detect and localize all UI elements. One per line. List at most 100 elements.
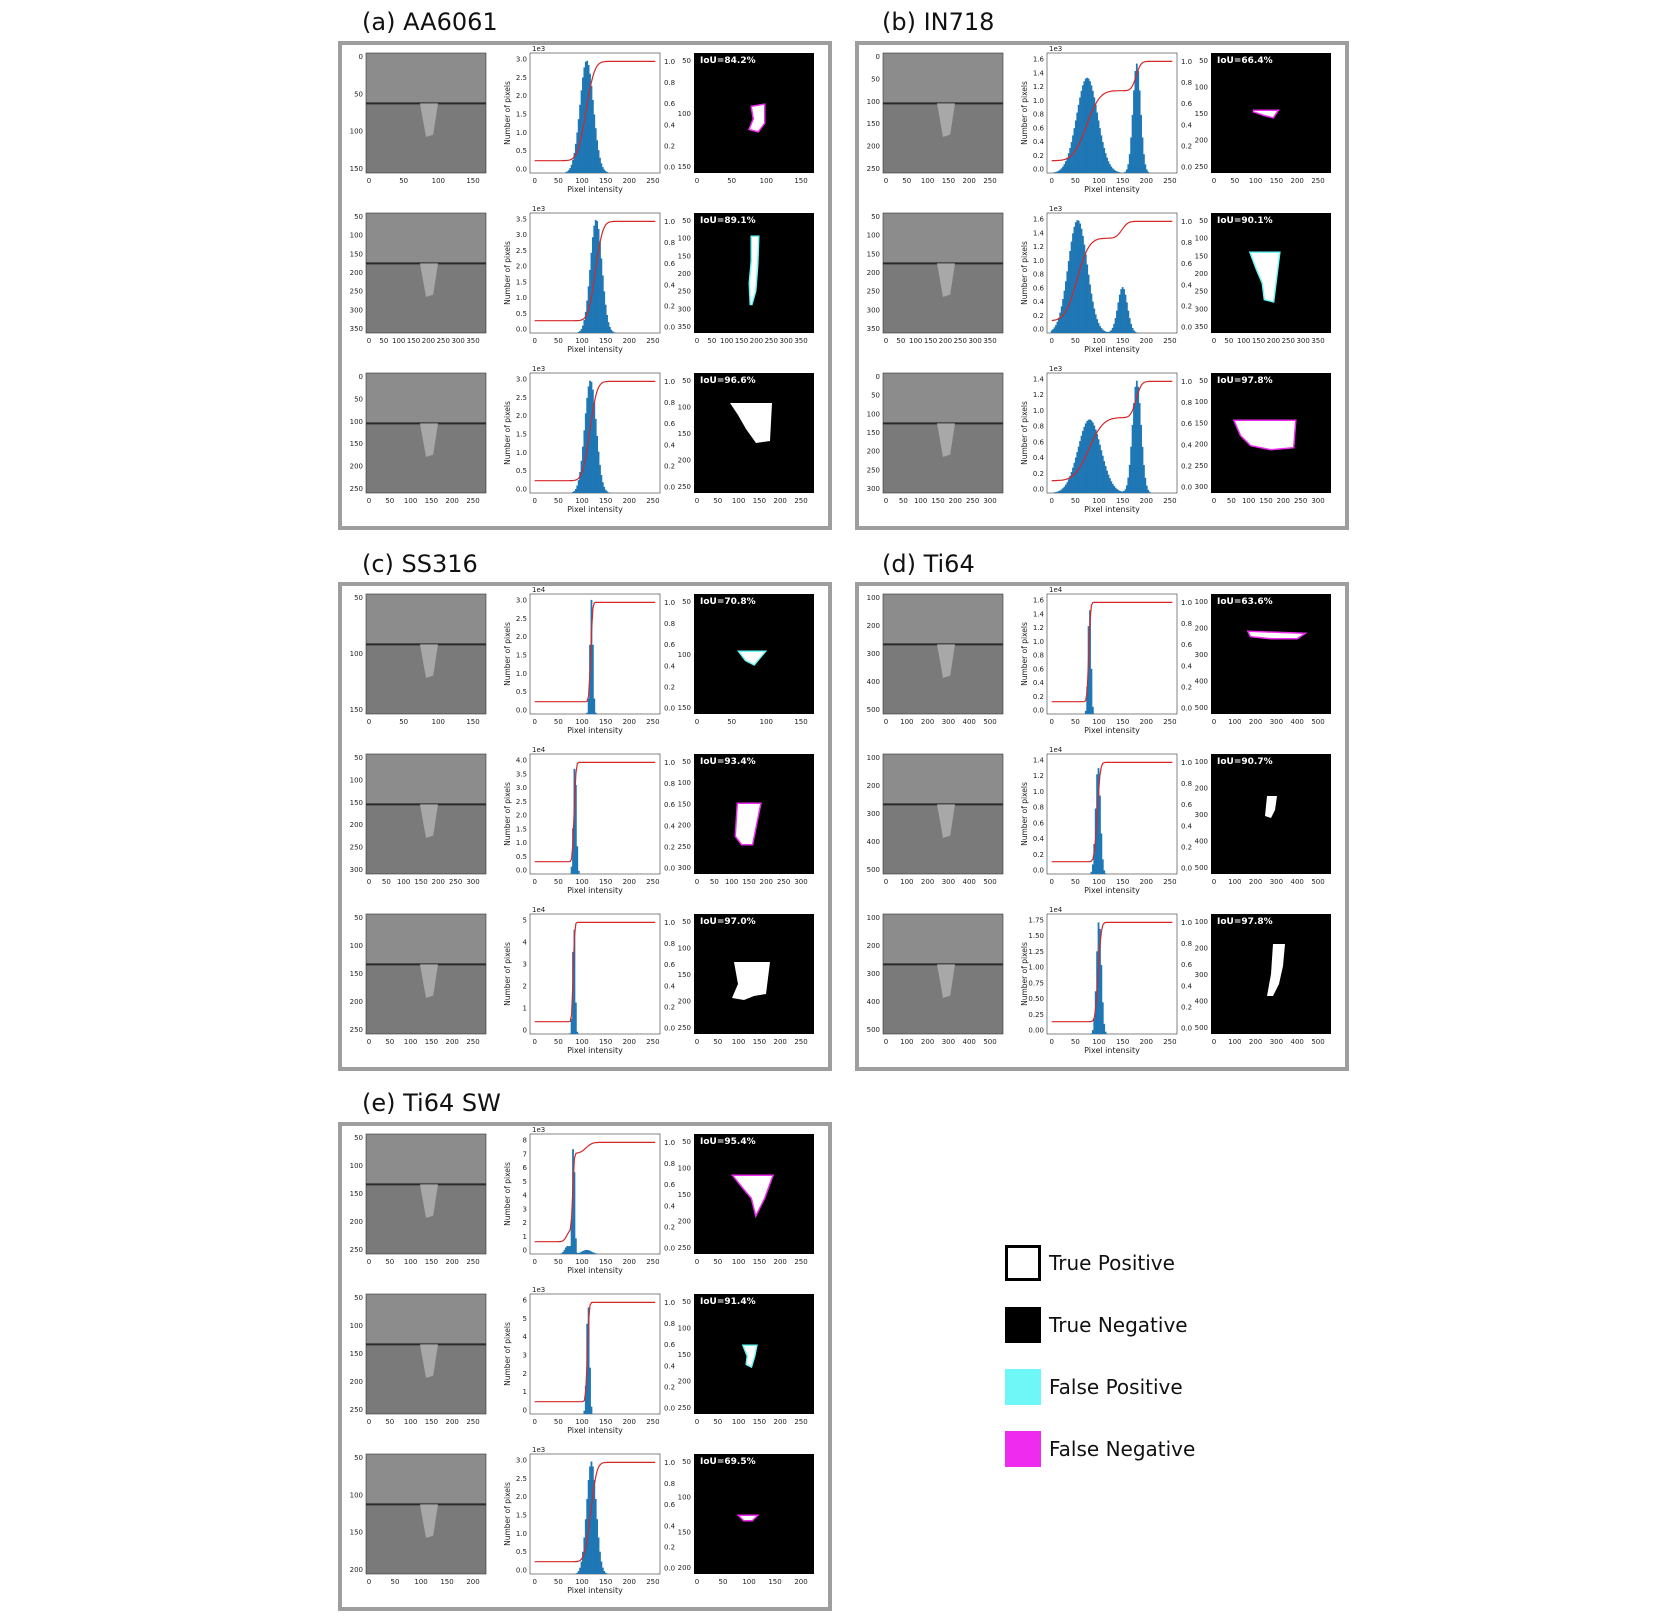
figure-row: 50 100 150 0 50 100 150 1e4 0.0 0.5 1.0 1.5 2.0 2.5 3.… xyxy=(350,586,814,735)
micrograph-melt-pool xyxy=(420,644,438,678)
mask-xtick: 50 xyxy=(1227,497,1236,505)
micrograph-ytick: 100 xyxy=(350,1162,363,1170)
histogram-frame xyxy=(529,1293,661,1415)
histogram-bar xyxy=(1057,491,1060,493)
mask-xtick: 200 xyxy=(1277,497,1290,505)
mask-ytick: 300 xyxy=(678,864,691,872)
histogram-ytick: 3.0 xyxy=(516,231,527,239)
histogram-bar xyxy=(572,828,574,874)
micrograph-xtick: 200 xyxy=(921,878,934,886)
cdf-ytick: 0.2 xyxy=(1181,843,1192,851)
cdf-line xyxy=(1051,220,1173,322)
histogram-bar xyxy=(584,311,587,333)
histogram-bar xyxy=(1127,477,1130,493)
mask-ytick: 200 xyxy=(678,270,691,278)
micrograph-xtick: 100 xyxy=(432,718,445,726)
cdf-ytick: 0.6 xyxy=(1181,100,1193,108)
histogram-xtick: 0 xyxy=(532,1418,536,1426)
histogram-bar xyxy=(593,698,596,714)
histogram-bar xyxy=(1089,419,1091,493)
micrograph-ytick: 400 xyxy=(867,838,880,846)
histogram-bar xyxy=(590,85,593,173)
histogram-ytick: 4 xyxy=(523,1192,528,1200)
histogram-bar xyxy=(1053,492,1056,493)
histogram-xlabel: Pixel intensity xyxy=(1084,886,1140,895)
cdf-ytick: 0.0 xyxy=(664,484,675,492)
micrograph-xtick: 0 xyxy=(884,1038,888,1046)
cdf-ytick: 0.8 xyxy=(1181,239,1192,247)
histogram-bar xyxy=(596,221,599,333)
histogram-bar xyxy=(1090,668,1093,714)
mask-ytick: 250 xyxy=(678,1024,691,1032)
histogram-xtick: 200 xyxy=(1140,718,1153,726)
mask-xtick: 200 xyxy=(750,337,763,345)
micrograph-ytick: 200 xyxy=(867,622,880,630)
cdf-ytick: 0.4 xyxy=(664,1522,676,1530)
micrograph: 100 200 300 400 500 0 100 200 300 400 500 xyxy=(867,753,1004,886)
mask-ytick: 50 xyxy=(682,758,691,766)
histogram-bar xyxy=(586,300,589,333)
mask-xtick: 0 xyxy=(1212,497,1216,505)
micrograph-ytick: 100 xyxy=(350,418,363,426)
histogram-bar xyxy=(583,1410,586,1414)
histogram-bar xyxy=(562,1251,564,1254)
histogram: 1e4 0.0 0.5 1.0 1.5 2.0 2.5 3.0 3.5 4.0 0.0 0.2 0.4 0… xyxy=(503,746,676,895)
micrograph-ytick: 300 xyxy=(867,306,880,314)
histogram-bar xyxy=(1144,164,1147,173)
mask-ytick: 200 xyxy=(1195,270,1208,278)
cdf-line xyxy=(1051,761,1173,863)
micrograph-melt-pool xyxy=(420,964,438,998)
micrograph-ytick: 50 xyxy=(871,392,880,400)
histogram-xtick: 250 xyxy=(646,1258,659,1266)
cdf-ytick: 0.0 xyxy=(1181,865,1192,873)
histogram-bar xyxy=(600,163,603,173)
cdf-ytick: 0.4 xyxy=(1181,982,1193,990)
micrograph: 0 50 100 150 0 50 100 150 xyxy=(350,52,487,185)
cdf-ytick: 0.4 xyxy=(664,1202,676,1210)
mask-xtick: 150 xyxy=(735,337,748,345)
micrograph-ytick: 150 xyxy=(350,1529,363,1537)
histogram-bar xyxy=(1084,254,1087,333)
histogram-xtick: 100 xyxy=(575,878,588,886)
cdf-ytick: 0.0 xyxy=(1181,1025,1192,1033)
histogram-bar xyxy=(580,460,583,493)
histogram-xtick: 150 xyxy=(599,177,612,185)
histogram-bar xyxy=(591,644,594,714)
micrograph-xtick: 250 xyxy=(954,337,967,345)
micrograph-xtick: 0 xyxy=(884,718,888,726)
histogram-bar xyxy=(1103,870,1106,874)
micrograph-xtick: 50 xyxy=(379,337,388,345)
mask-xtick: 0 xyxy=(695,177,699,185)
micrograph-xtick: 350 xyxy=(466,337,479,345)
mask-true-positive xyxy=(736,804,760,844)
histogram-ytick: 1.0 xyxy=(516,294,527,302)
histogram-bar xyxy=(570,866,573,874)
micrograph-ytick: 200 xyxy=(350,463,363,471)
histogram-ytick: 4.0 xyxy=(516,757,527,765)
panel-ti64: 100 200 300 400 500 0 100 200 300 400 500 1e4 0.0 0.2… xyxy=(855,582,1349,1071)
histogram-ytick: 1.2 xyxy=(1033,83,1044,91)
histogram-bar xyxy=(1147,489,1150,493)
micrograph-ytick: 150 xyxy=(867,120,880,128)
histogram-ytick: 0.4 xyxy=(1033,835,1045,843)
cdf-ytick: 1.0 xyxy=(1181,919,1192,927)
micrograph-xtick: 300 xyxy=(983,497,996,505)
legend-label: False Negative xyxy=(1049,1437,1196,1461)
micrograph-frame xyxy=(365,372,487,494)
micrograph-ytick: 100 xyxy=(350,776,363,784)
histogram-xtick: 100 xyxy=(1092,1038,1105,1046)
micrograph-ytick: 50 xyxy=(354,213,363,221)
histogram-bar xyxy=(1137,71,1140,173)
mask-xtick: 0 xyxy=(695,718,699,726)
micrograph-xtick: 100 xyxy=(404,1258,417,1266)
histogram-bar xyxy=(1125,302,1128,333)
histogram-bar xyxy=(1128,318,1131,333)
histogram: 1e3 0.0 0.2 0.4 0.6 0.8 1.0 1.2 1.4 1.6 0.0 0.2 0.4 0… xyxy=(1020,205,1193,354)
micrograph-xtick: 200 xyxy=(466,1578,479,1586)
histogram-bar xyxy=(1110,166,1113,173)
cdf-ytick: 0.6 xyxy=(664,961,676,969)
cdf-line xyxy=(534,601,656,703)
histogram-bar xyxy=(590,1406,593,1414)
micrograph-ytick: 250 xyxy=(350,288,363,296)
histogram-bar xyxy=(584,1385,587,1414)
